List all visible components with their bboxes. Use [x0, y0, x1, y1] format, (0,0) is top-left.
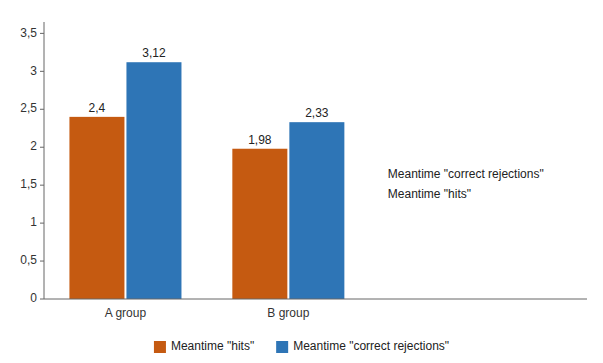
y-tick — [40, 109, 44, 110]
bar — [232, 149, 287, 299]
y-tick-label: 1,5 — [20, 177, 37, 191]
y-tick — [40, 147, 44, 148]
y-axis-line — [44, 22, 45, 299]
y-tick-label: 0,5 — [20, 253, 37, 267]
data-labels: 2,4 1,98 3,12 2,33 — [89, 46, 329, 147]
legend-label: Meantime "hits" — [171, 339, 254, 353]
y-tick — [40, 33, 44, 34]
annotations: Meantime "correct rejections" Meantime "h… — [388, 167, 544, 201]
y-tick — [40, 261, 44, 262]
annotation: Meantime "hits" — [388, 187, 471, 201]
y-axis: 0 0,5 1 1,5 2 2,5 3 3,5 — [20, 22, 44, 305]
y-tick-label: 1 — [30, 215, 37, 229]
y-tick-label: 3,5 — [20, 26, 37, 40]
data-label: 1,98 — [248, 133, 272, 147]
y-tick-label: 2 — [30, 139, 37, 153]
x-tick-label: B group — [267, 306, 309, 320]
y-tick-label: 0 — [30, 291, 37, 305]
bar — [289, 122, 344, 299]
y-tick — [40, 185, 44, 186]
legend-swatch — [276, 341, 288, 353]
chart: 0 0,5 1 1,5 2 2,5 3 3,5 2,4 1,98 3,12 2,33 A group B … — [0, 0, 603, 363]
legend: Meantime "hits" Meantime "correct rejecti… — [154, 339, 449, 353]
annotation: Meantime "correct rejections" — [388, 167, 544, 181]
legend-item: Meantime "correct rejections" — [276, 339, 449, 353]
x-tick-label: A group — [105, 306, 147, 320]
y-tick — [40, 299, 44, 300]
y-tick-label: 3 — [30, 64, 37, 78]
legend-item: Meantime "hits" — [154, 339, 254, 353]
data-label: 3,12 — [142, 46, 166, 60]
bar — [126, 62, 181, 299]
y-tick — [40, 71, 44, 72]
x-axis: A group B group — [44, 299, 587, 320]
bar — [69, 117, 124, 299]
y-tick — [40, 223, 44, 224]
y-tick-label: 2,5 — [20, 101, 37, 115]
x-axis-line — [44, 299, 587, 300]
data-label: 2,33 — [305, 106, 329, 120]
legend-swatch — [154, 341, 166, 353]
bars — [69, 62, 344, 299]
legend-label: Meantime "correct rejections" — [293, 339, 449, 353]
data-label: 2,4 — [89, 101, 106, 115]
